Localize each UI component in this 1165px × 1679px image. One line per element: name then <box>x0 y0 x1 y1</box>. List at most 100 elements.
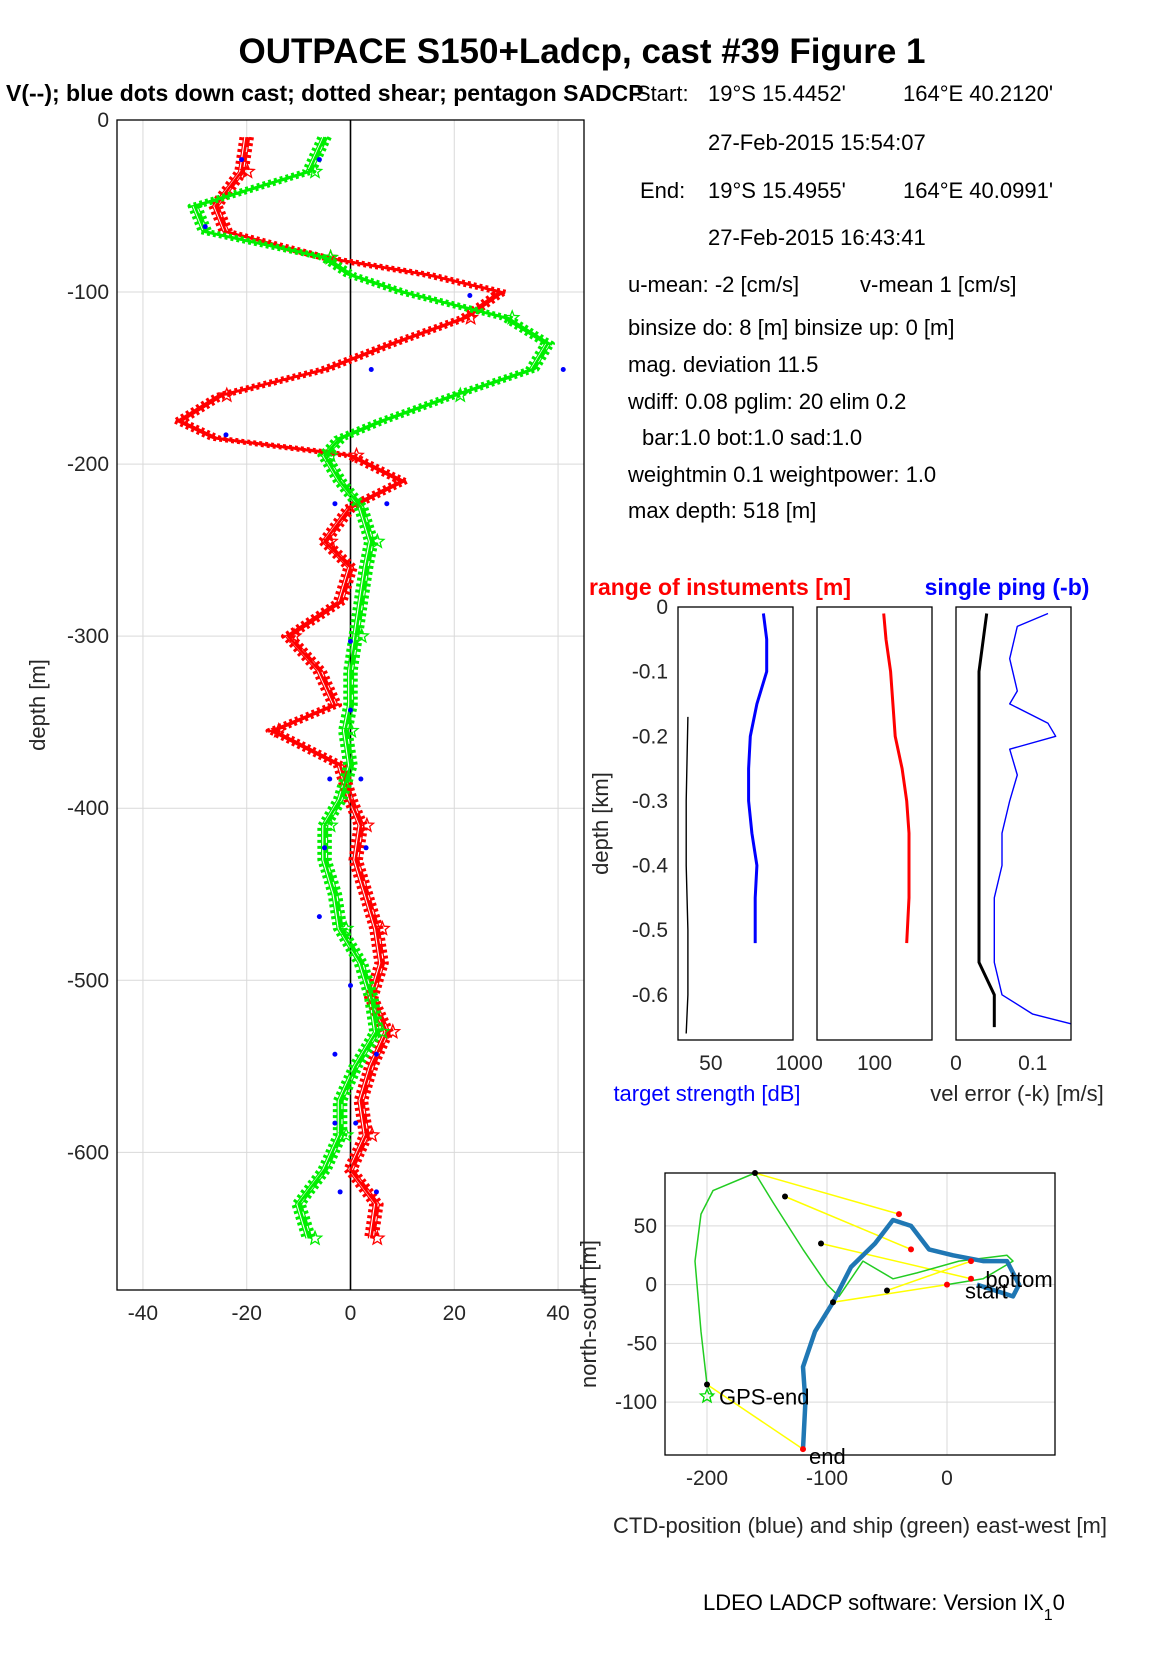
single-ping-panel: 0 0.1 <box>950 606 1072 1075</box>
x-tick-label: 20 <box>443 1302 466 1325</box>
sadcp-pentagon-marker <box>322 532 339 549</box>
mag-deviation: mag. deviation 11.5 <box>628 352 818 377</box>
v-velocity-line <box>195 136 551 1239</box>
sadcp-pentagon-marker <box>342 722 360 738</box>
vel-error-xlabel: vel error (-k) [m/s] <box>930 1081 1104 1106</box>
figure-subtitle: V(--); blue dots down cast; dotted shear… <box>6 80 644 106</box>
plot-frame <box>677 606 794 1041</box>
downcast-dot <box>348 707 353 713</box>
figure-title: OUTPACE S150+Ladcp, cast #39 Figure 1 <box>239 32 926 71</box>
y-tick-label: -600 <box>67 1141 109 1164</box>
y-tick-label: -0.2 <box>632 725 668 748</box>
v-mean: v-mean 1 [cm/s] <box>860 272 1016 297</box>
bar-settings: bar:1.0 bot:1.0 sad:1.0 <box>642 425 862 450</box>
y-tick-label: -0.5 <box>632 919 668 942</box>
ship-ctd-link <box>706 1383 804 1450</box>
track-label-bottom: bottom <box>985 1267 1052 1292</box>
y-tick-label: -200 <box>67 453 109 476</box>
sadcp-pentagon-marker <box>270 721 288 738</box>
software-version-end: 0 <box>1053 1590 1065 1615</box>
ship-time-marker <box>830 1299 836 1306</box>
software-version-sub: 1 <box>1044 1607 1053 1624</box>
u-velocity-line <box>181 137 505 1239</box>
u-velocity-line <box>179 137 504 1239</box>
x-tick-label: -40 <box>128 1302 158 1325</box>
x-tick-label: 0.1 <box>1018 1052 1047 1075</box>
ctd-time-marker <box>968 1258 974 1265</box>
black-profile-line <box>685 716 689 1034</box>
v-velocity-line <box>197 136 555 1240</box>
wdiff: wdiff: 0.08 pglim: 20 elim 0.2 <box>627 389 906 414</box>
track-label-start: start <box>965 1279 1008 1304</box>
ctd-time-marker <box>908 1246 914 1253</box>
x-tick-label: 0 <box>950 1052 962 1075</box>
x-tick-label: -20 <box>232 1302 262 1325</box>
sadcp-pentagon-marker <box>322 816 339 833</box>
downcast-dot <box>332 1120 338 1126</box>
sadcp-pentagon-marker <box>322 248 339 265</box>
sadcp-pentagon-marker <box>337 1126 355 1143</box>
range-title: range of instuments [m] <box>589 574 851 600</box>
sadcp-pentagon-marker <box>218 386 236 403</box>
downcast-dot <box>353 1120 359 1126</box>
blue-profile-line <box>993 612 1072 1025</box>
sadcp-pentagon-marker <box>306 1229 324 1246</box>
sadcp-pentagon-marker <box>462 309 479 325</box>
gps-end-star <box>698 1387 716 1404</box>
downcast-dot <box>363 845 369 851</box>
y-tick-label: -100 <box>615 1391 657 1414</box>
instrument-range-panel: 100 0 <box>811 606 933 1075</box>
downcast-dot <box>358 776 364 782</box>
ship-time-marker <box>818 1240 824 1247</box>
y-tick-label: -300 <box>67 625 109 648</box>
x-tick-label-zero: 0 <box>811 1052 823 1075</box>
y-tick-label: -100 <box>67 281 109 304</box>
u-velocity-line <box>175 137 499 1239</box>
downcast-dot <box>316 157 322 163</box>
sadcp-pentagon-marker <box>363 1126 381 1143</box>
downcast-dot <box>332 501 338 507</box>
u-velocity-line <box>172 136 499 1239</box>
x-axis-label: CTD-position (blue) and ship (green) eas… <box>613 1513 1107 1538</box>
downcast-dot <box>348 638 353 644</box>
end-label: End: <box>640 178 685 203</box>
target-strength-panel: 0 -0.1 -0.2 -0.3 -0.4 -0.5 -0.6 depth [km] 50 100 <box>588 596 811 1075</box>
single-ping-title: single ping (-b) <box>925 574 1090 600</box>
sadcp-pentagon-marker <box>451 386 469 403</box>
downcast-dot <box>368 366 374 372</box>
ctd-track <box>800 1217 1022 1450</box>
sadcp-pentagon-marker <box>358 816 376 833</box>
ship-time-marker <box>884 1287 890 1294</box>
target-strength-xlabel: target strength [dB] <box>613 1081 800 1106</box>
y-tick-label: 0 <box>97 109 109 132</box>
cast-info: Start: 19°S 15.4452' 164°E 40.2120' 27-F… <box>627 81 1053 523</box>
u-mean: u-mean: -2 [cm/s] <box>628 272 799 297</box>
software-version-main: LDEO LADCP software: Version IX <box>703 1590 1044 1615</box>
red-profile-line <box>882 613 911 944</box>
ship-time-marker <box>782 1193 788 1200</box>
y-axis-label: depth [km] <box>588 772 613 875</box>
ctd-time-marker <box>968 1275 974 1282</box>
ctd-time-marker <box>896 1211 902 1218</box>
ship-time-marker <box>704 1381 710 1388</box>
plot-frame <box>664 1172 1056 1456</box>
x-tick-label: 0 <box>941 1467 953 1490</box>
y-tick-label: -0.4 <box>632 855 669 878</box>
downcast-dot <box>223 432 229 438</box>
velocity-profile-panel: -40 -20 0 20 400-100-200-300-400-500-600dept… <box>25 109 585 1325</box>
downcast-dot <box>316 914 322 920</box>
downcast-dot <box>322 845 328 851</box>
max-depth: max depth: 518 [m] <box>628 498 816 523</box>
ship-ctd-link <box>784 1195 912 1251</box>
downcast-dot <box>384 501 390 507</box>
sadcp-pentagon-marker <box>368 1229 386 1246</box>
sadcp-pentagon-marker <box>368 532 386 549</box>
downcast-dot <box>373 1189 379 1195</box>
downcast-dot <box>348 982 353 988</box>
downcast-dot <box>373 1051 379 1057</box>
start-time: 27-Feb-2015 15:54:07 <box>708 130 926 155</box>
binsize: binsize do: 8 [m] binsize up: 0 [m] <box>628 315 955 340</box>
x-tick-label: 40 <box>546 1302 569 1325</box>
x-tick-label: 50 <box>699 1052 722 1075</box>
x-tick-label: -200 <box>686 1467 728 1490</box>
